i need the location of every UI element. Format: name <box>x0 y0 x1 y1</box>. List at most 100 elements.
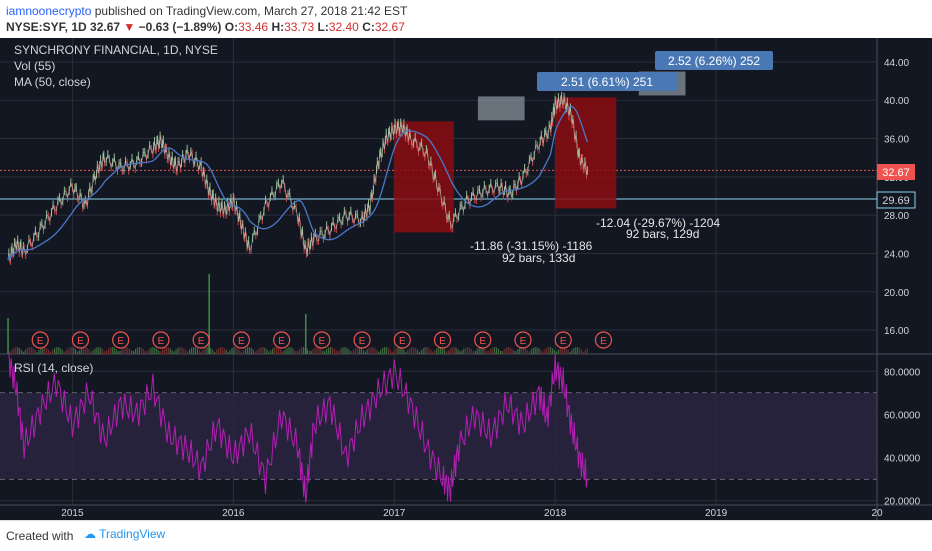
created-with-text: Created with <box>6 529 74 543</box>
measure-text-2b: 92 bars, 129d <box>626 227 699 241</box>
rsi-legend[interactable]: RSI (14, close) <box>14 361 93 375</box>
published-text: published on TradingView.com, March 27, … <box>91 4 408 18</box>
earnings-marker-circle <box>71 331 90 349</box>
tradingview-brand-label: TradingView <box>99 527 166 541</box>
rsi-axis-ticks: 20.0000 40.0000 60.0000 80.0000 <box>884 367 921 507</box>
chart-title: SYNCHRONY FINANCIAL, 1D, NYSE <box>14 43 218 57</box>
earnings-marker-circle <box>112 331 130 349</box>
earnings-marker-label: E <box>479 336 486 347</box>
tradingview-brand[interactable]: ☁ TradingView <box>84 527 165 541</box>
earnings-marker-circle <box>594 331 613 349</box>
publish-header: iamnoonecrypto published on TradingView.… <box>0 0 932 38</box>
time-tick-label: 2015 <box>61 508 84 519</box>
rsi-series <box>8 353 588 503</box>
earnings-marker-circle <box>152 331 170 349</box>
time-axis-ticks: 2015 2016 2017 2018 2019 20 <box>61 508 883 519</box>
support-tag-label: 29.69 <box>882 195 910 207</box>
earnings-marker-circle <box>474 331 492 349</box>
measure-text-2a: -12.04 (-29.67%) -1204 <box>596 216 720 230</box>
price-tick-label: 16.00 <box>884 326 909 337</box>
vol-legend[interactable]: Vol (55) <box>14 59 55 73</box>
ma-series <box>7 105 588 261</box>
measure-text-1a: -11.86 (-31.15%) -1186 <box>470 239 593 253</box>
measure-box <box>394 121 454 233</box>
earnings-marker-label: E <box>318 336 325 347</box>
rsi-tick-label: 40.0000 <box>884 454 921 465</box>
high-value: 33.73 <box>284 20 315 34</box>
measure-label-2[interactable]: 2.52 (6.26%) 252 <box>668 54 760 68</box>
earnings-marker-label: E <box>600 336 607 347</box>
earnings-marker-circle <box>31 331 49 349</box>
change-value: −0.63 (−1.89%) <box>138 20 222 34</box>
ma-legend[interactable]: MA (50, close) <box>14 75 91 89</box>
measure-box <box>555 97 617 209</box>
measure-label-1-bg <box>537 72 677 91</box>
earnings-marker-circle <box>313 331 331 349</box>
earnings-marker-label: E <box>278 336 285 347</box>
earnings-marker-label: E <box>198 336 205 347</box>
high-label: H: <box>271 20 285 34</box>
rsi-tick-label: 20.0000 <box>884 497 921 508</box>
earnings-marker-circle <box>393 331 411 349</box>
measure-label-2-bg <box>655 51 773 70</box>
ohlc-line: NYSE:SYF, 1D 32.67 ▼ −0.63 (−1.89%) O:33… <box>6 20 405 34</box>
symbol-label: NYSE:SYF, 1D <box>6 20 87 34</box>
price-tick-label: 44.00 <box>884 58 909 69</box>
earnings-marker-label: E <box>37 336 44 347</box>
earnings-marker-label: E <box>439 336 446 347</box>
price-series <box>7 91 588 265</box>
rsi-band <box>0 392 877 480</box>
rsi-tick-label: 60.0000 <box>884 410 921 421</box>
measure-label-1[interactable]: 2.51 (6.61%) 251 <box>561 75 653 89</box>
close-label: C: <box>362 20 375 34</box>
price-tag[interactable] <box>877 164 915 180</box>
last-price: 32.67 <box>90 20 121 34</box>
earnings-marker-label: E <box>238 336 245 347</box>
earnings-marker-circle <box>232 331 250 349</box>
price-tick-label: 40.00 <box>884 96 909 107</box>
earnings-marker-label: E <box>117 336 124 347</box>
time-tick-label: 2016 <box>222 508 245 519</box>
open-value: 33.46 <box>238 20 269 34</box>
time-tick-label: 2019 <box>705 508 728 519</box>
close-line <box>7 96 588 261</box>
earnings-marker-label: E <box>520 336 527 347</box>
volume-bars <box>7 274 588 354</box>
time-tick-label: 2018 <box>544 508 567 519</box>
published-line: iamnoonecrypto published on TradingView.… <box>6 4 407 18</box>
price-tick-label: 20.00 <box>884 288 909 299</box>
tradingview-cloud-icon: ☁ <box>84 527 96 541</box>
price-tick-label: 24.00 <box>884 249 909 260</box>
earnings-marker-label: E <box>560 336 567 347</box>
support-tag[interactable] <box>876 191 916 209</box>
down-arrow-icon: ▼ <box>123 20 136 34</box>
earnings-marker-circle <box>433 331 452 349</box>
close-value: 32.67 <box>374 20 405 34</box>
price-tag-label: 32.67 <box>882 167 910 179</box>
earnings-marker-circle <box>554 331 572 349</box>
footer: Created with ☁ TradingView <box>0 520 932 551</box>
earnings-marker-label: E <box>158 336 165 347</box>
low-label: L: <box>317 20 329 34</box>
open-label: O: <box>224 20 239 34</box>
earnings-marker-circle <box>192 331 210 349</box>
time-tick-label: 2017 <box>383 508 406 519</box>
rsi-line <box>8 353 588 503</box>
price-tick-label: 28.00 <box>884 211 909 222</box>
low-value: 32.40 <box>328 20 359 34</box>
earnings-marker-label: E <box>399 336 406 347</box>
price-tick-label: 36.00 <box>884 135 909 146</box>
earnings-marker-circle <box>514 331 532 349</box>
measure-text-1b: 92 bars, 133d <box>502 251 575 265</box>
earnings-marker-label: E <box>77 336 84 347</box>
time-tick-label: 20 <box>871 508 883 519</box>
projection-box <box>477 96 525 121</box>
earnings-marker-circle <box>273 331 291 349</box>
earnings-marker-label: E <box>359 336 366 347</box>
author-link[interactable]: iamnoonecrypto <box>6 4 92 18</box>
earnings-marker-circle <box>353 331 371 349</box>
ma-line <box>7 105 588 261</box>
